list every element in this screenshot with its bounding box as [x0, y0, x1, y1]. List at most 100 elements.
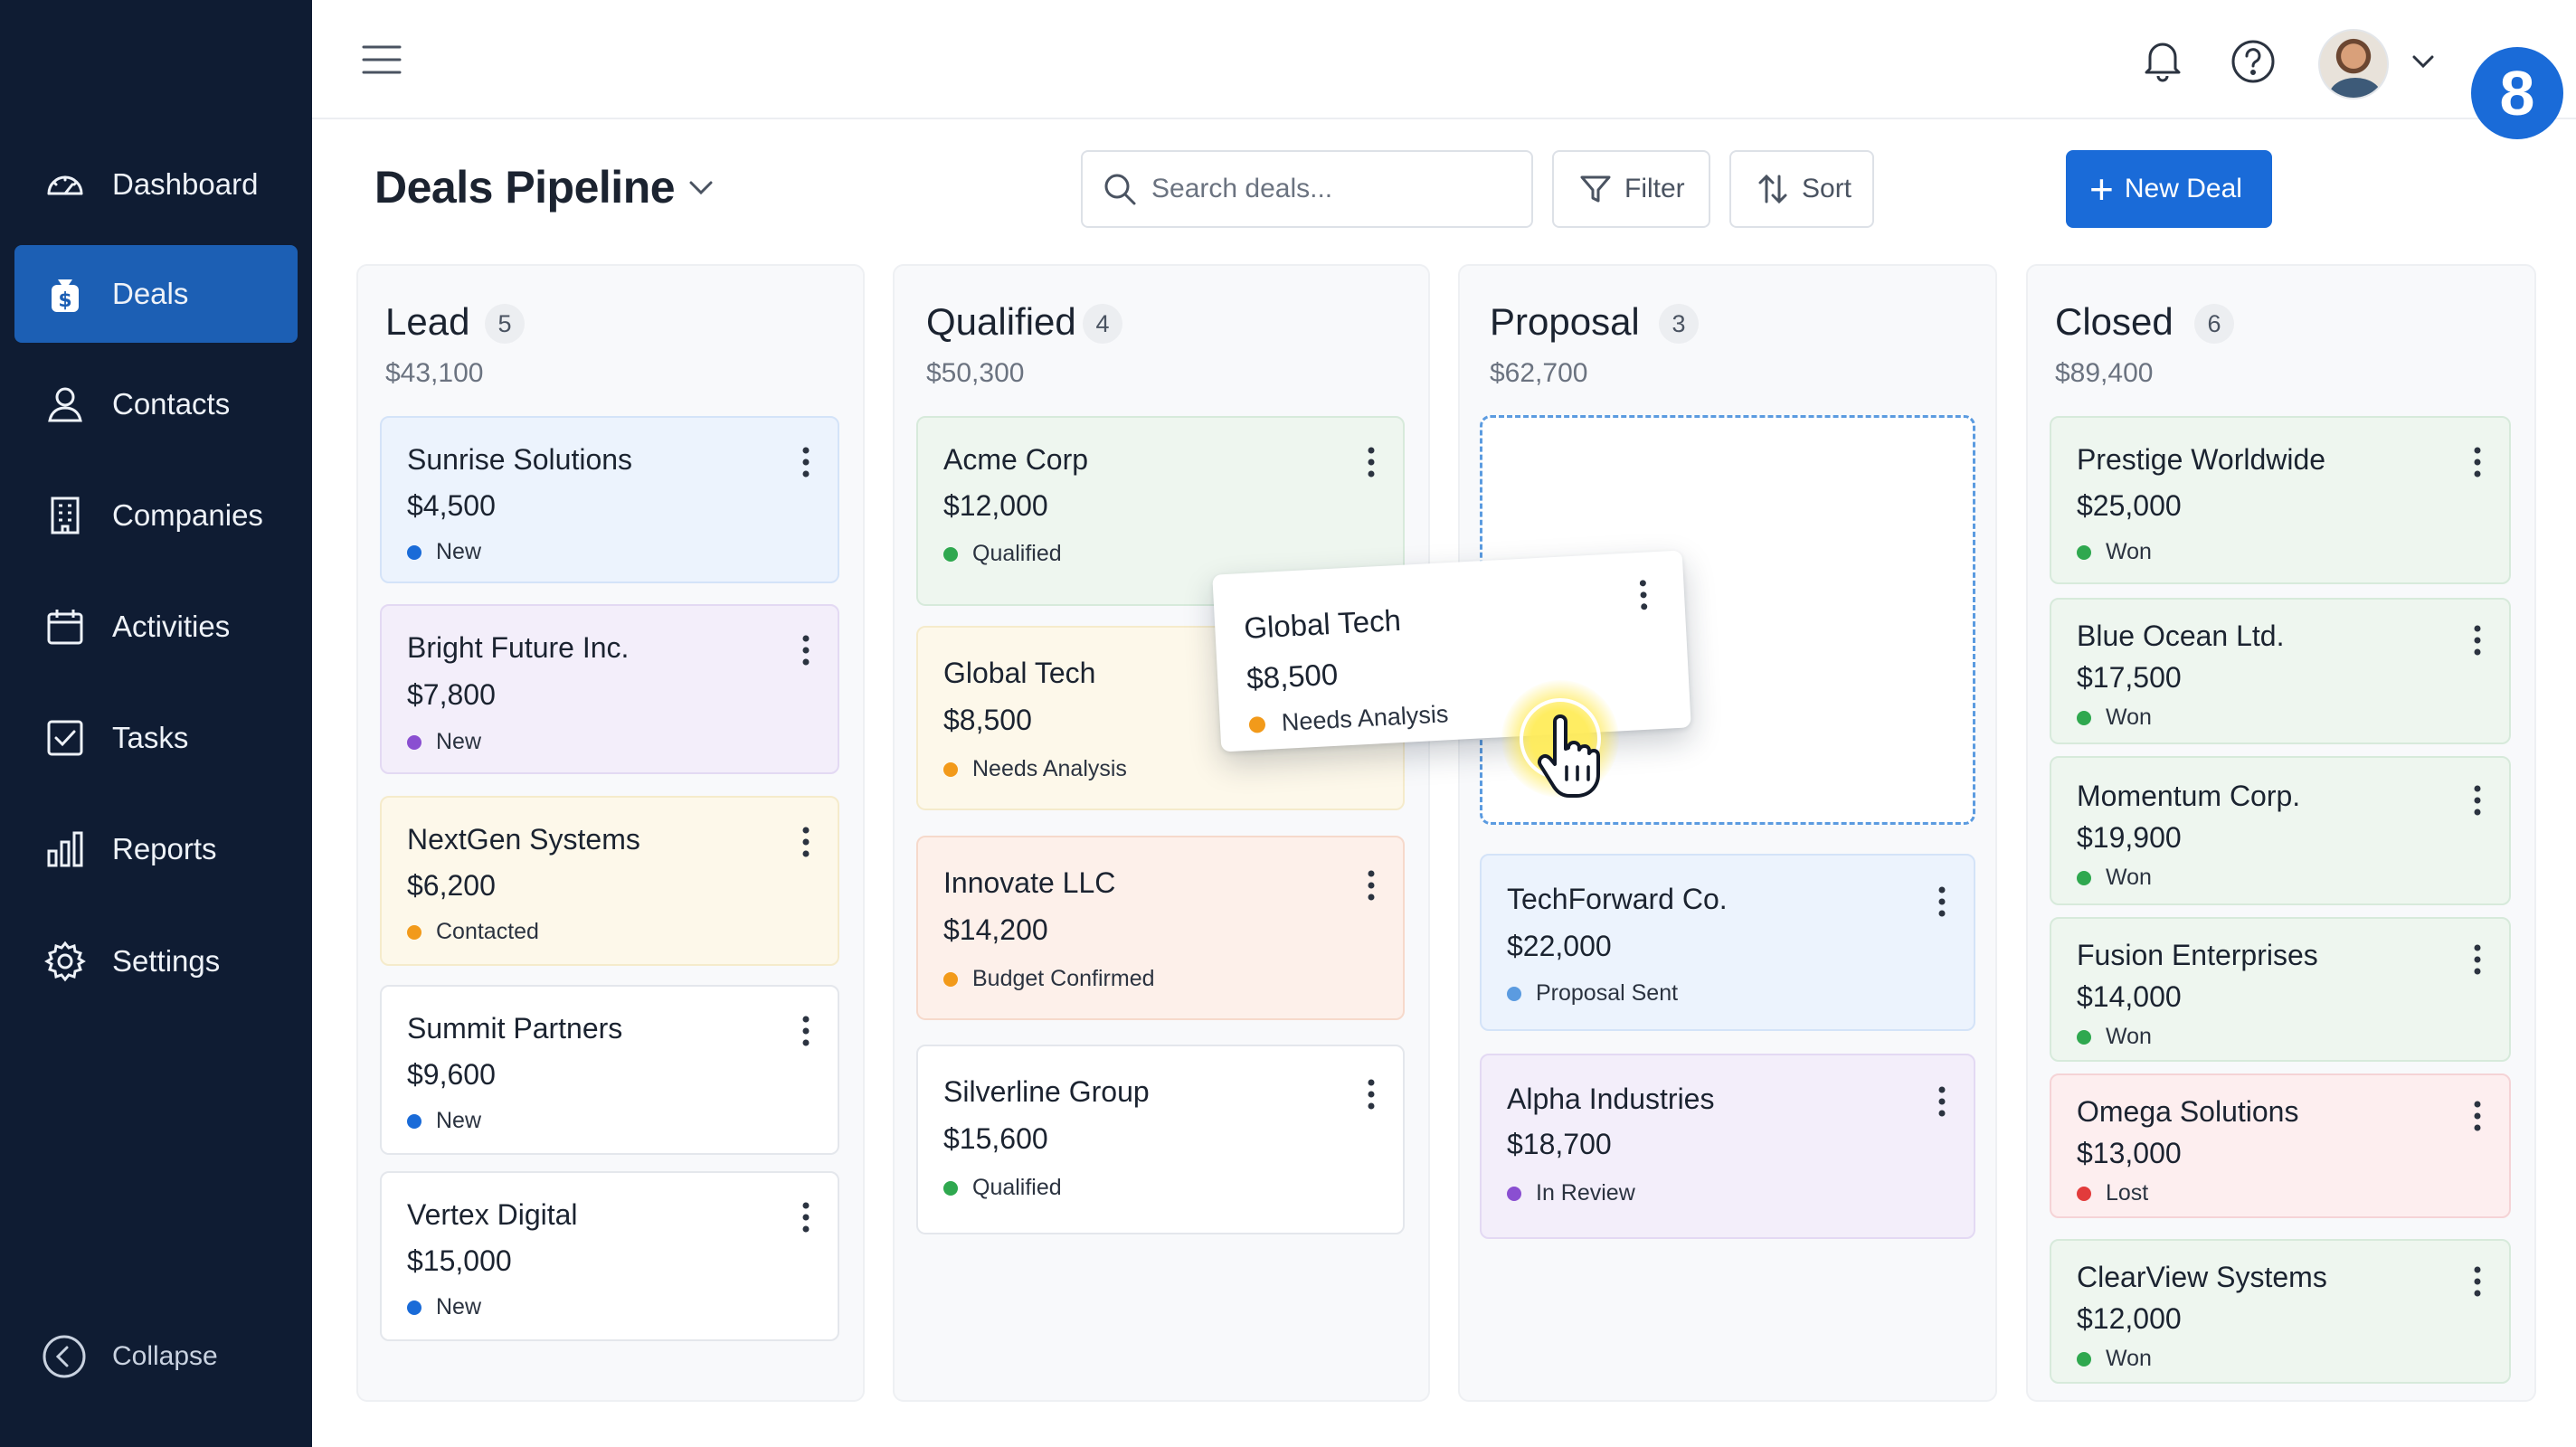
status-label: Needs Analysis — [972, 756, 1127, 781]
column-total: $89,400 — [2055, 358, 2154, 388]
sort-label: Sort — [1802, 174, 1852, 203]
deal-card[interactable]: Summit Partners $9,600 New — [380, 985, 839, 1155]
deal-card[interactable]: Bright Future Inc. $7,800 New — [380, 604, 839, 774]
more-options-icon[interactable] — [1367, 1079, 1376, 1110]
deal-status: Won — [2077, 1024, 2152, 1050]
dragging-deal-card[interactable]: Global Tech $8,500 Needs Analysis — [1212, 550, 1691, 752]
bell-icon[interactable] — [2139, 36, 2186, 83]
status-label: Won — [2106, 1024, 2152, 1049]
deal-card[interactable]: Alpha Industries $18,700 In Review — [1480, 1054, 1975, 1239]
sidebar-item-deals[interactable]: $ Deals — [14, 245, 298, 343]
search-box — [1081, 150, 1533, 228]
more-options-icon[interactable] — [1367, 447, 1376, 478]
more-options-icon[interactable] — [2473, 1266, 2482, 1297]
more-options-icon[interactable] — [801, 635, 810, 666]
deal-card[interactable]: Momentum Corp. $19,900 Won — [2050, 756, 2511, 905]
more-options-icon[interactable] — [1937, 886, 1946, 917]
deal-status: New — [407, 1108, 481, 1134]
deal-card[interactable]: Innovate LLC $14,200 Budget Confirmed — [916, 836, 1405, 1020]
status-dot — [407, 924, 421, 940]
status-label: Won — [2106, 1346, 2152, 1371]
new-deal-button[interactable]: + New Deal — [2066, 150, 2272, 228]
deal-value: $8,500 — [1245, 657, 1340, 695]
search-input[interactable] — [1151, 174, 1513, 204]
more-options-icon[interactable] — [1937, 1086, 1946, 1117]
sidebar-item-label: Contacts — [112, 387, 231, 421]
deal-status: Contacted — [407, 919, 539, 945]
sidebar-item-dashboard[interactable]: Dashboard — [14, 136, 298, 233]
deal-card[interactable]: TechForward Co. $22,000 Proposal Sent — [1480, 854, 1975, 1031]
deal-name: Acme Corp — [943, 443, 1089, 476]
bar-chart-icon — [42, 826, 89, 873]
more-options-icon[interactable] — [801, 827, 810, 857]
deal-status: Qualified — [943, 1175, 1062, 1201]
more-options-icon[interactable] — [801, 1016, 810, 1046]
column-count: 5 — [485, 304, 525, 344]
deal-value: $13,000 — [2077, 1137, 2182, 1169]
more-options-icon[interactable] — [2473, 785, 2482, 816]
more-options-icon[interactable] — [1638, 580, 1649, 610]
notification-badge: 8 — [2471, 47, 2563, 139]
search-icon — [1104, 174, 1136, 205]
hamburger-menu-icon[interactable] — [362, 42, 402, 78]
deal-status: Needs Analysis — [943, 756, 1127, 782]
status-label: Won — [2106, 539, 2152, 564]
sidebar-item-contacts[interactable]: Contacts — [14, 355, 298, 453]
status-dot — [943, 1180, 958, 1196]
sidebar-item-settings[interactable]: Settings — [14, 913, 298, 1010]
deal-card[interactable]: ClearView Systems $12,000 Won — [2050, 1239, 2511, 1384]
status-dot — [943, 546, 958, 562]
deal-value: $14,200 — [943, 913, 1048, 946]
sidebar-item-tasks[interactable]: Tasks — [14, 689, 298, 787]
deal-status: New — [407, 1294, 481, 1320]
sidebar: Dashboard $ Deals Contacts Companies Act… — [0, 0, 312, 1447]
deal-card[interactable]: Blue Ocean Ltd. $17,500 Won — [2050, 598, 2511, 744]
more-options-icon[interactable] — [2473, 625, 2482, 656]
deal-name: Fusion Enterprises — [2077, 939, 2318, 971]
filter-button[interactable]: Filter — [1552, 150, 1710, 228]
deal-status: Proposal Sent — [1507, 980, 1678, 1007]
status-dot — [2077, 1029, 2091, 1045]
more-options-icon[interactable] — [2473, 447, 2482, 478]
filter-label: Filter — [1624, 174, 1685, 203]
sidebar-item-reports[interactable]: Reports — [14, 800, 298, 898]
deal-value: $7,800 — [407, 678, 496, 711]
deal-value: $14,000 — [2077, 980, 2182, 1013]
deal-status: In Review — [1507, 1180, 1635, 1206]
status-dot — [407, 734, 421, 750]
sidebar-item-activities[interactable]: Activities — [14, 578, 298, 676]
deal-card[interactable]: Prestige Worldwide $25,000 Won — [2050, 416, 2511, 584]
deal-name: Blue Ocean Ltd. — [2077, 619, 2285, 652]
deal-status: Won — [2077, 1346, 2152, 1372]
more-options-icon[interactable] — [2473, 1101, 2482, 1131]
deal-status: New — [407, 539, 481, 565]
deal-card[interactable]: Sunrise Solutions $4,500 New — [380, 416, 839, 583]
deal-name: ClearView Systems — [2077, 1261, 2327, 1293]
deal-card[interactable]: Fusion Enterprises $14,000 Won — [2050, 917, 2511, 1062]
chevron-left-circle-icon — [43, 1335, 86, 1378]
help-icon[interactable] — [2230, 38, 2277, 85]
chevron-down-icon[interactable] — [687, 178, 715, 198]
more-options-icon[interactable] — [801, 447, 810, 478]
sidebar-item-companies[interactable]: Companies — [14, 467, 298, 564]
sort-icon — [1758, 174, 1787, 204]
deal-status: Won — [2077, 705, 2152, 731]
collapse-button[interactable]: Collapse — [42, 1334, 218, 1379]
more-options-icon[interactable] — [2473, 944, 2482, 975]
column-total: $62,700 — [1490, 358, 1588, 388]
sidebar-item-label: Settings — [112, 944, 221, 978]
sort-button[interactable]: Sort — [1729, 150, 1874, 228]
deal-card[interactable]: NextGen Systems $6,200 Contacted — [380, 796, 839, 966]
avatar[interactable] — [2318, 29, 2389, 99]
deal-name: NextGen Systems — [407, 823, 640, 856]
more-options-icon[interactable] — [801, 1202, 810, 1233]
more-options-icon[interactable] — [1367, 870, 1376, 901]
sidebar-item-label: Reports — [112, 832, 217, 865]
deal-value: $17,500 — [2077, 661, 2182, 694]
deal-card[interactable]: Omega Solutions $13,000 Lost — [2050, 1073, 2511, 1218]
chevron-down-icon[interactable] — [2411, 52, 2435, 71]
deal-card[interactable]: Vertex Digital $15,000 New — [380, 1171, 839, 1341]
deal-card[interactable]: Silverline Group $15,600 Qualified — [916, 1045, 1405, 1234]
deal-name: Alpha Industries — [1507, 1083, 1715, 1115]
calendar-icon — [42, 603, 89, 650]
